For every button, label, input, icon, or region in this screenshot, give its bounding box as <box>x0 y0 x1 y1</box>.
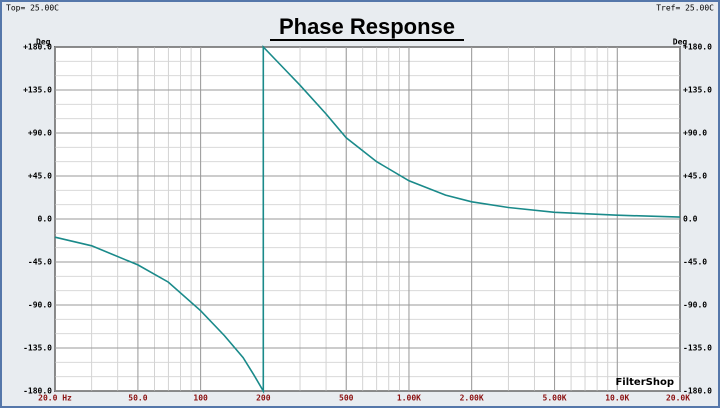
y-tick-label-right: -90.0 <box>683 301 707 310</box>
y-tick-label-right: -45.0 <box>683 258 707 267</box>
x-tick-label: 20.0 Hz <box>38 394 72 403</box>
top-right-note: Tref= 25.00C <box>656 4 714 13</box>
y-unit-right: Deg <box>673 38 688 47</box>
x-tick-label: 2.00K <box>460 394 484 403</box>
y-tick-label: +45.0 <box>28 172 52 181</box>
x-tick-label: 200 <box>256 394 271 403</box>
y-tick-label: 0.0 <box>38 215 53 224</box>
y-tick-label: +90.0 <box>28 129 52 138</box>
y-tick-label: -90.0 <box>28 301 52 310</box>
y-tick-label-right: +180.0 <box>683 43 712 52</box>
x-tick-label: 100 <box>193 394 208 403</box>
y-unit-left: Deg <box>36 38 51 47</box>
y-tick-label: +180.0 <box>23 43 52 52</box>
x-tick-label: 20.0K <box>666 394 690 403</box>
x-tick-label: 50.0 <box>128 394 147 403</box>
y-tick-label: -135.0 <box>23 344 52 353</box>
x-tick-label: 5.00K <box>543 394 567 403</box>
x-tick-label: 500 <box>339 394 354 403</box>
top-left-note: Top= 25.00C <box>6 4 59 13</box>
y-tick-label: +135.0 <box>23 86 52 95</box>
brand: FilterShop <box>615 377 674 388</box>
x-tick-label: 1.00K <box>397 394 421 403</box>
y-tick-label-right: +45.0 <box>683 172 707 181</box>
y-tick-label: -180.0 <box>23 387 52 396</box>
y-tick-label: -45.0 <box>28 258 52 267</box>
y-tick-label-right: +90.0 <box>683 129 707 138</box>
y-tick-label-right: 0.0 <box>683 215 698 224</box>
chart-title: Phase Response <box>279 14 455 39</box>
phase-line <box>54 45 681 394</box>
x-tick-label: 10.0K <box>605 394 629 403</box>
y-tick-label-right: -180.0 <box>683 387 712 396</box>
y-tick-label-right: -135.0 <box>683 344 712 353</box>
y-tick-label-right: +135.0 <box>683 86 712 95</box>
